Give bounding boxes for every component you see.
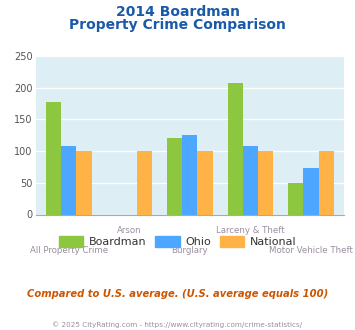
- Bar: [319, 151, 334, 214]
- Text: Larceny & Theft: Larceny & Theft: [216, 226, 285, 235]
- Bar: [228, 83, 243, 214]
- Text: Compared to U.S. average. (U.S. average equals 100): Compared to U.S. average. (U.S. average …: [27, 289, 328, 299]
- Text: 2014 Boardman: 2014 Boardman: [115, 5, 240, 19]
- Bar: [76, 151, 92, 214]
- Bar: [61, 146, 76, 214]
- Bar: [182, 135, 197, 214]
- Text: Property Crime Comparison: Property Crime Comparison: [69, 18, 286, 32]
- Text: Arson: Arson: [117, 226, 142, 235]
- Bar: [46, 102, 61, 214]
- Legend: Boardman, Ohio, National: Boardman, Ohio, National: [54, 232, 301, 252]
- Bar: [243, 146, 258, 214]
- Bar: [167, 139, 182, 214]
- Bar: [288, 183, 304, 214]
- Text: Burglary: Burglary: [171, 246, 208, 255]
- Text: All Property Crime: All Property Crime: [30, 246, 108, 255]
- Bar: [197, 151, 213, 214]
- Text: Motor Vehicle Theft: Motor Vehicle Theft: [269, 246, 353, 255]
- Bar: [258, 151, 273, 214]
- Bar: [304, 168, 319, 214]
- Text: © 2025 CityRating.com - https://www.cityrating.com/crime-statistics/: © 2025 CityRating.com - https://www.city…: [53, 322, 302, 328]
- Bar: [137, 151, 152, 214]
